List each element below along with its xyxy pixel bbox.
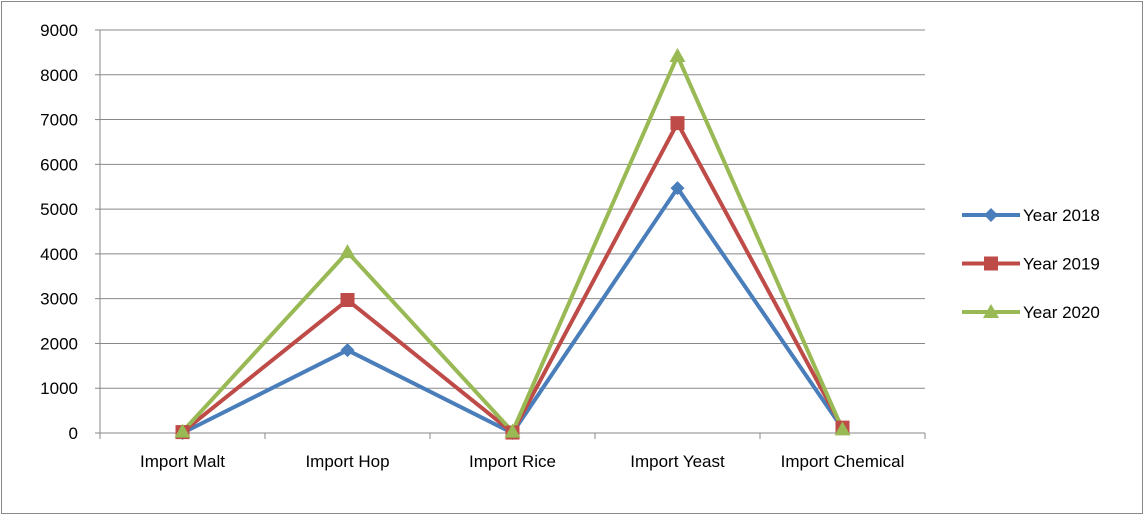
legend-marker [984, 256, 998, 271]
y-tick-label: 8000 [40, 66, 78, 85]
y-tick-label: 2000 [40, 334, 78, 353]
data-point [340, 293, 355, 308]
legend-label: Year 2020 [1023, 303, 1100, 322]
data-point [670, 181, 685, 196]
data-point [834, 421, 851, 436]
data-point [670, 116, 685, 131]
data-point [174, 423, 191, 438]
data-point [340, 343, 355, 358]
x-tick-label: Import Hop [305, 452, 389, 471]
legend-marker [983, 304, 999, 318]
x-tick-label: Import Rice [469, 452, 556, 471]
y-tick-label: 3000 [40, 290, 78, 309]
y-tick-label: 0 [69, 424, 78, 443]
y-tick-label: 5000 [40, 200, 78, 219]
y-tick-label: 6000 [40, 155, 78, 174]
y-tick-label: 4000 [40, 245, 78, 264]
x-tick-label: Import Yeast [630, 452, 725, 471]
y-tick-label: 7000 [40, 111, 78, 130]
data-point [504, 423, 521, 438]
legend-label: Year 2019 [1023, 255, 1100, 274]
data-point [669, 47, 686, 62]
data-point [339, 244, 356, 259]
y-tick-label: 1000 [40, 379, 78, 398]
y-tick-label: 9000 [40, 21, 78, 40]
legend-label: Year 2018 [1023, 206, 1100, 225]
x-tick-label: Import Chemical [781, 452, 905, 471]
legend-marker [984, 208, 998, 222]
x-tick-label: Import Malt [140, 452, 225, 471]
